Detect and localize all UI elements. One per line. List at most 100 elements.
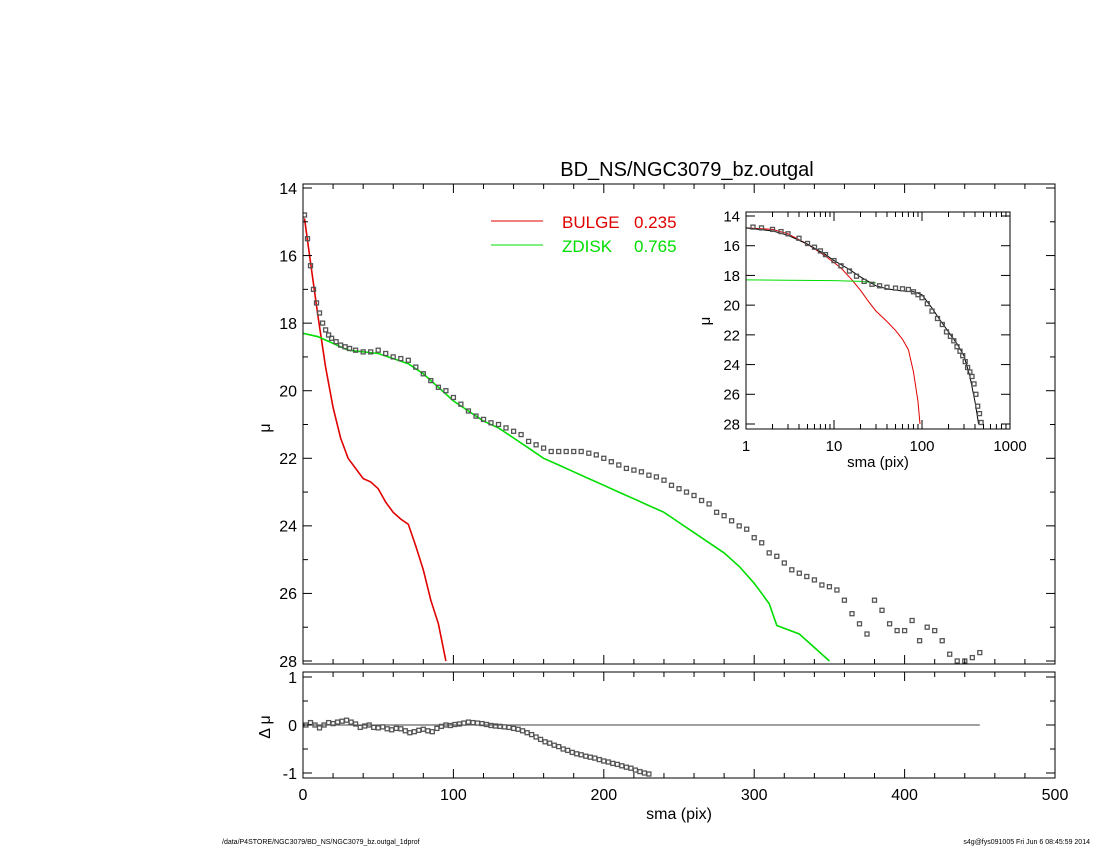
main-data-point	[383, 350, 389, 357]
residual-data-point	[551, 742, 557, 748]
main-ytick-label: 14	[279, 181, 297, 198]
main-data-point	[518, 431, 524, 438]
residual-xtick-label: 100	[440, 787, 467, 804]
residual-data-point	[339, 718, 345, 724]
residual-data-point	[425, 728, 431, 734]
inset-data-point	[796, 235, 802, 241]
residual-data-point	[605, 759, 611, 765]
main-data-point	[307, 263, 314, 269]
inset-data-point	[969, 373, 975, 380]
inset-data-point	[804, 240, 811, 247]
inset-data-point	[811, 244, 818, 250]
inset-ytick-label: 24	[723, 357, 740, 374]
main-data-point	[510, 428, 517, 434]
main-data-point	[428, 377, 434, 384]
inset-data-point	[822, 251, 829, 258]
main-data-point	[736, 523, 742, 529]
main-data-point	[631, 467, 637, 473]
inset-data-point	[899, 286, 906, 292]
main-data-point	[653, 474, 660, 480]
inset-xtick-label: 100	[909, 438, 934, 455]
residual-data-point	[325, 719, 332, 726]
inset-data-point	[975, 403, 981, 409]
main-data-point	[310, 286, 317, 293]
main-data-point	[304, 236, 311, 242]
main-data-point	[593, 452, 599, 458]
residual-data-point	[312, 722, 318, 728]
main-data-point	[525, 438, 532, 445]
main-data-point	[360, 349, 366, 355]
main-data-point	[826, 584, 833, 590]
residual-data-point	[384, 726, 390, 732]
main-data-point	[646, 472, 652, 478]
residual-data-point	[592, 755, 598, 761]
main-data-point	[841, 597, 848, 603]
main-profile-plot: 14 16 18 20 22 24 26 28 BD_NS/NGC3079_bz.outgal μ…	[257, 159, 1056, 671]
residual-data-point	[456, 721, 463, 727]
residual-xtick-label: 500	[1042, 787, 1069, 804]
main-data-point	[932, 627, 938, 634]
inset-ytick-label: 28	[723, 416, 740, 433]
main-data-point	[608, 459, 614, 465]
main-data-point	[804, 573, 810, 580]
residual-data-point	[515, 726, 521, 732]
residual-data-point	[357, 724, 363, 731]
main-data-point	[864, 631, 870, 637]
main-data-point	[774, 553, 780, 559]
main-data-point	[333, 339, 339, 345]
main-data-point	[713, 509, 720, 515]
inset-data-point	[939, 321, 945, 328]
main-data-point	[420, 371, 426, 377]
inset-background	[746, 212, 1010, 429]
main-data-point	[954, 658, 960, 664]
main-data-point	[811, 577, 818, 583]
inset-data-point	[758, 225, 765, 231]
legend-label-bulge: BULGE	[562, 213, 620, 232]
inset-data-point	[960, 353, 966, 359]
main-data-point	[766, 550, 772, 556]
main-data-point	[458, 401, 464, 407]
main-series-group	[303, 212, 983, 664]
residual-data-point	[537, 736, 544, 743]
main-data-point	[435, 384, 442, 390]
residual-xtick-label: 300	[741, 787, 768, 804]
residual-data-point	[398, 726, 404, 732]
main-data-point	[450, 394, 457, 401]
residual-data-point	[547, 740, 553, 746]
inset-data-point	[785, 231, 791, 237]
residual-x-axis-label: sma (pix)	[646, 806, 712, 823]
inset-data-point	[957, 348, 963, 354]
main-data-point	[556, 448, 562, 455]
inset-ytick-label: 22	[723, 327, 740, 344]
inset-xtick-label: 10	[826, 438, 843, 455]
inset-data-point	[973, 391, 979, 397]
inset-ytick-label: 20	[723, 298, 740, 315]
inset-ytick-label: 16	[723, 238, 740, 255]
main-ytick-label: 28	[279, 654, 297, 671]
main-data-point	[533, 442, 539, 448]
residual-data-point	[371, 724, 377, 731]
main-data-point	[571, 448, 577, 455]
residual-data-point	[447, 722, 454, 729]
residual-data-point	[610, 760, 616, 767]
residual-data-point	[510, 725, 517, 732]
residual-data-point	[488, 722, 494, 729]
inset-data-point	[831, 257, 837, 264]
inset-data-point	[817, 248, 824, 254]
residual-data-point	[411, 729, 417, 735]
residual-ytick-label: 0	[288, 718, 297, 735]
residual-data-point	[628, 765, 634, 771]
main-data-point	[977, 649, 983, 656]
residual-data-point	[420, 726, 426, 732]
main-data-point	[676, 486, 682, 492]
residual-data-point	[578, 752, 584, 758]
main-data-point	[661, 477, 667, 483]
residual-data-point	[524, 730, 530, 736]
residual-ytick-label: 1	[288, 670, 297, 687]
main-data-point	[947, 651, 953, 657]
footer-file-path: /data/P4STORE/NGC3079/BD_NS/NGC3079_bz.o…	[222, 839, 420, 846]
legend-value-bulge: 0.235	[634, 213, 677, 232]
residual-data-point	[434, 725, 440, 732]
main-ytick-label: 24	[279, 519, 297, 536]
residual-data-point	[492, 723, 499, 729]
